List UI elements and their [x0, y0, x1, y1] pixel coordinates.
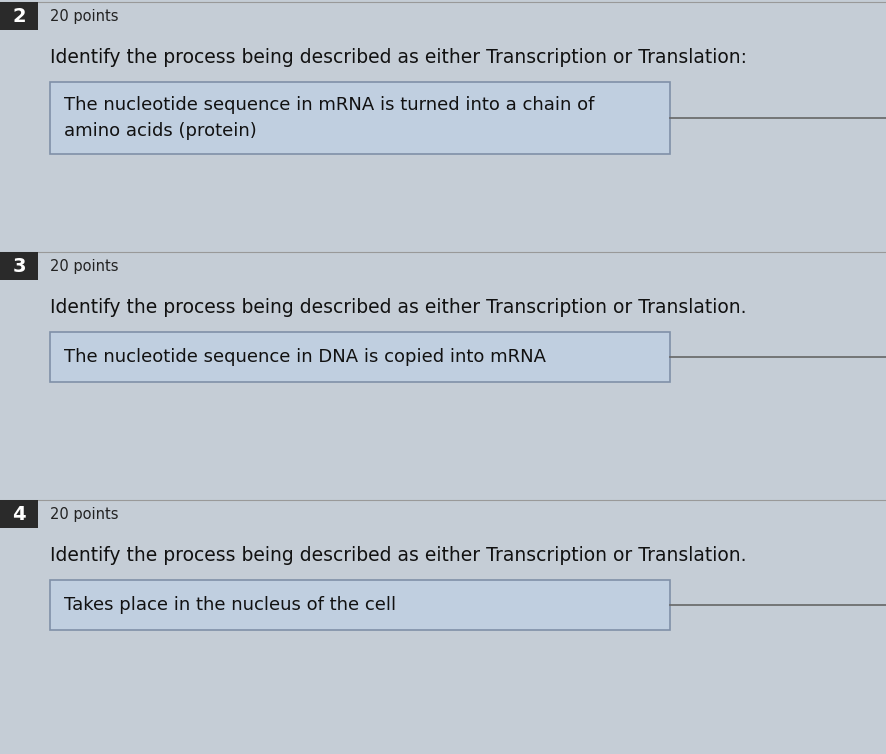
Text: Takes place in the nucleus of the cell: Takes place in the nucleus of the cell — [64, 596, 396, 614]
FancyBboxPatch shape — [0, 500, 38, 528]
FancyBboxPatch shape — [50, 332, 669, 382]
FancyBboxPatch shape — [50, 580, 669, 630]
Text: 20 points: 20 points — [50, 259, 119, 274]
Text: Identify the process being described as either Transcription or Translation:: Identify the process being described as … — [50, 48, 746, 67]
Text: 4: 4 — [12, 504, 26, 523]
Text: 3: 3 — [12, 256, 26, 275]
Text: 20 points: 20 points — [50, 8, 119, 23]
Text: 2: 2 — [12, 7, 26, 26]
Text: Identify the process being described as either Transcription or Translation.: Identify the process being described as … — [50, 298, 746, 317]
Text: The nucleotide sequence in mRNA is turned into a chain of
amino acids (protein): The nucleotide sequence in mRNA is turne… — [64, 97, 594, 139]
Text: Identify the process being described as either Transcription or Translation.: Identify the process being described as … — [50, 546, 746, 565]
FancyBboxPatch shape — [50, 82, 669, 154]
Text: The nucleotide sequence in DNA is copied into mRNA: The nucleotide sequence in DNA is copied… — [64, 348, 546, 366]
FancyBboxPatch shape — [0, 2, 38, 30]
Text: 20 points: 20 points — [50, 507, 119, 522]
FancyBboxPatch shape — [0, 252, 38, 280]
